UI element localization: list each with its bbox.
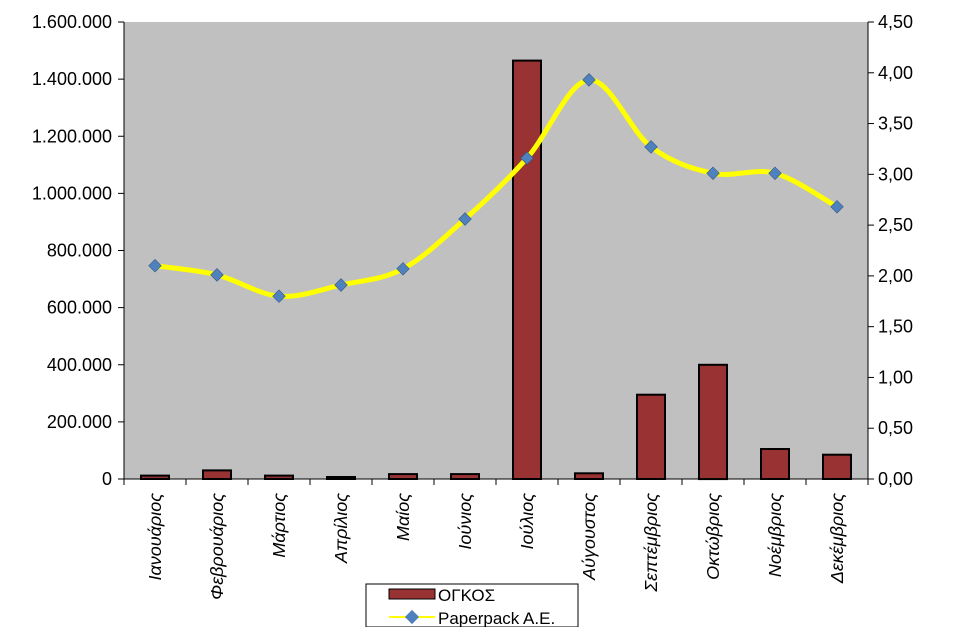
y-right-tick-label: 4,00	[878, 63, 913, 83]
bar	[140, 474, 170, 481]
legend: ΟΓΚΟΣ Paperpack A.E.	[365, 583, 579, 628]
y-left-tick-label: 0	[102, 469, 112, 489]
y-left-tick-label: 800.000	[47, 241, 112, 261]
bar	[574, 472, 604, 480]
x-category-label: Μάρτιος	[269, 493, 289, 558]
bar	[698, 363, 728, 481]
legend-line-marker	[404, 609, 420, 625]
plot-area	[124, 22, 868, 479]
line-point	[396, 262, 410, 276]
line-point	[458, 212, 472, 226]
bar	[760, 448, 790, 480]
y-left-tick-label: 1.600.000	[32, 12, 112, 32]
bar	[450, 473, 480, 481]
x-category-label: Σεπτέμβριος	[641, 493, 661, 593]
bar	[822, 453, 852, 481]
y-left-tick-label: 200.000	[47, 412, 112, 432]
legend-label-bar: ΟΓΚΟΣ	[438, 586, 495, 605]
line-point	[520, 151, 534, 165]
x-category-label: Νοέμβριος	[765, 493, 785, 577]
line-point	[706, 166, 720, 181]
x-category-label: Ιούνιος	[455, 493, 475, 550]
x-category-label: Ιούλιος	[517, 493, 537, 550]
y-left-tick-label: 600.000	[47, 298, 112, 318]
y-right-tick-label: 1,00	[878, 367, 913, 387]
labels-layer: 0 200.000 400.000 600.000 800.000 1.000.000 1.…	[32, 12, 913, 600]
axes-layer	[118, 21, 874, 485]
y-left-tick-label: 400.000	[47, 355, 112, 375]
bars-layer	[140, 59, 852, 481]
x-category-label: Δεκέμβριος	[827, 493, 847, 584]
line-point	[644, 140, 658, 154]
x-category-label: Απρίλιος	[331, 493, 351, 564]
y-right-tick-label: 2,00	[878, 266, 913, 286]
y-right-tick-label: 0,00	[878, 469, 913, 489]
x-category-label: Φεβρουάριος	[207, 493, 227, 600]
bar	[636, 393, 666, 481]
y-right-tick-label: 4,50	[878, 12, 913, 32]
x-category-label: Μαίος	[393, 493, 413, 541]
line-layer	[148, 73, 844, 303]
y-right-tick-label: 2,50	[878, 215, 913, 235]
bar	[512, 59, 542, 480]
x-category-label: Ιανουάριος	[145, 493, 165, 581]
line-point	[148, 258, 162, 273]
x-category-label: Αύγουστος	[579, 493, 599, 581]
line-point	[272, 289, 286, 303]
y-left-tick-label: 1.200.000	[32, 126, 112, 146]
x-category-label: Οκτώβριος	[703, 493, 723, 580]
legend-bar-swatch	[388, 588, 436, 600]
y-left-tick-label: 1.400.000	[32, 69, 112, 89]
bar	[388, 473, 418, 481]
line-point	[582, 73, 596, 87]
line-point	[830, 200, 844, 214]
bar	[264, 474, 294, 481]
legend-label-line: Paperpack A.E.	[438, 609, 555, 627]
y-right-tick-label: 3,00	[878, 164, 913, 184]
line-point	[210, 268, 224, 282]
line-point	[334, 278, 348, 292]
bar	[202, 469, 232, 480]
line-point	[768, 166, 782, 181]
y-left-tick-label: 1.000.000	[32, 183, 112, 203]
y-right-tick-label: 0,50	[878, 418, 913, 438]
y-right-tick-label: 3,50	[878, 114, 913, 134]
y-right-tick-label: 1,50	[878, 317, 913, 337]
